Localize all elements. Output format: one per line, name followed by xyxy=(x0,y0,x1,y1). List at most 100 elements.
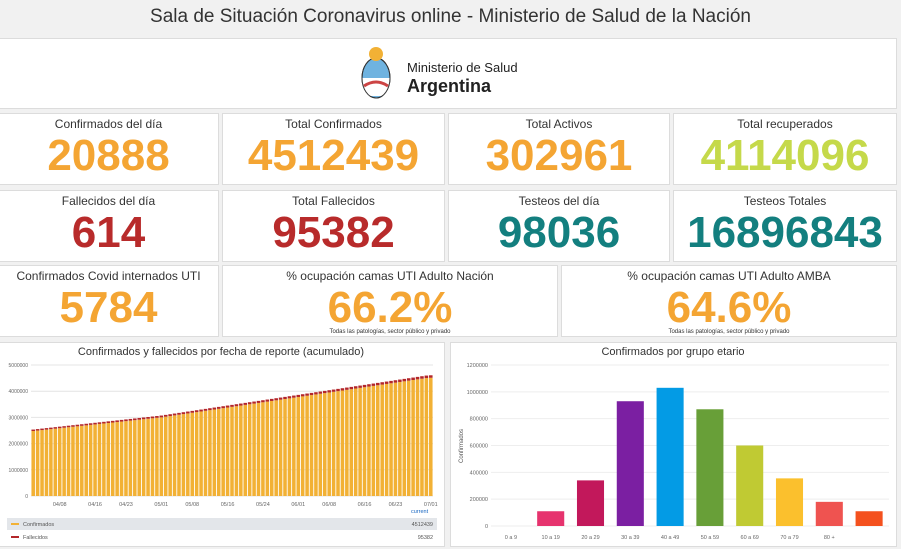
bar-segment xyxy=(102,421,106,424)
bar-segment xyxy=(415,376,420,380)
bar-segment xyxy=(190,412,195,496)
y-tick-label: 2000000 xyxy=(9,442,29,448)
bar-segment xyxy=(44,428,49,430)
kpi-label: % ocupación camas UTI Adulto AMBA xyxy=(627,269,831,283)
bar-segment xyxy=(318,393,323,496)
bar xyxy=(576,480,605,526)
bar-segment xyxy=(398,379,402,382)
kpi-label: Total Confirmados xyxy=(285,117,382,131)
bar-segment xyxy=(287,396,292,399)
bar-segment xyxy=(84,425,88,496)
bar-segment xyxy=(239,405,243,496)
x-tick-label: 0 a 9 xyxy=(505,535,517,541)
bar-segment xyxy=(203,408,208,411)
bar-segment xyxy=(216,406,221,409)
bar-segment xyxy=(362,387,367,496)
y-tick-label: 1000000 xyxy=(467,390,488,396)
bar-segment xyxy=(44,429,49,496)
bar-segment xyxy=(221,406,225,409)
kpi-label: Confirmados del día xyxy=(54,117,163,131)
bar-segment xyxy=(57,426,62,429)
kpi-card: Confirmados Covid internados UTI 5784 xyxy=(0,265,219,337)
x-tick-label: 06/01 xyxy=(291,502,305,508)
kpi-value: 302961 xyxy=(485,131,633,180)
kpi-card: Testeos del día 98036 xyxy=(448,190,670,262)
bar xyxy=(696,409,724,526)
kpi-card: Testeos Totales 16896843 xyxy=(673,190,897,262)
bar-segment xyxy=(150,416,155,419)
bar-segment xyxy=(119,419,124,422)
bar-segment xyxy=(146,418,150,496)
bar-segment xyxy=(93,424,97,496)
kpi-value: 614 xyxy=(71,208,146,257)
bar-segment xyxy=(88,424,93,496)
kpi-value: 66.2% xyxy=(327,283,453,332)
bar-segment xyxy=(172,413,177,416)
bar-segment xyxy=(234,406,239,496)
x-tick-label: 10 a 19 xyxy=(542,535,560,541)
bar-segment xyxy=(216,408,221,496)
bar-segment xyxy=(84,423,88,426)
legend-label: Confirmados xyxy=(23,522,54,528)
kpi-label: Testeos Totales xyxy=(743,194,827,208)
bar-segment xyxy=(133,420,137,496)
x-tick-label: 05/24 xyxy=(256,502,270,508)
bar-segment xyxy=(420,376,424,379)
bar-segment xyxy=(274,398,278,401)
bar-segment xyxy=(327,390,331,393)
bar-segment xyxy=(141,419,146,496)
bar-segment xyxy=(353,386,358,389)
kpi-value: 5784 xyxy=(59,283,158,332)
bar-segment xyxy=(181,412,186,415)
x-tick-label: 05/16 xyxy=(221,502,235,508)
bar-segment xyxy=(177,412,181,415)
bar-segment xyxy=(261,402,265,496)
logo-line2: Argentina xyxy=(407,76,492,96)
bar xyxy=(736,445,764,526)
bar-segment xyxy=(225,405,230,408)
bar-segment xyxy=(340,388,345,391)
bar-segment xyxy=(40,430,44,496)
bar-segment xyxy=(252,403,256,496)
bar-segment xyxy=(420,378,424,496)
bar-segment xyxy=(88,423,93,425)
bar-segment xyxy=(429,377,433,496)
kpi-note: Todas las patologías, sector público y p… xyxy=(329,329,451,335)
bar-segment xyxy=(371,385,376,496)
bar-segment xyxy=(194,410,199,413)
bar-segment xyxy=(256,400,261,403)
bar xyxy=(855,511,883,526)
bar-segment xyxy=(208,410,212,496)
bar-segment xyxy=(66,425,71,428)
bar-segment xyxy=(80,424,84,426)
kpi-label: Confirmados Covid internados UTI xyxy=(16,269,201,283)
bar-segment xyxy=(190,410,195,413)
bar-segment xyxy=(66,427,71,496)
bar-segment xyxy=(331,391,336,496)
bar-segment xyxy=(411,377,415,381)
bar-segment xyxy=(393,382,398,496)
bar-segment xyxy=(384,381,389,384)
bar-segment xyxy=(243,404,248,496)
bar-segment xyxy=(199,409,203,412)
bar-segment xyxy=(269,398,274,401)
bar-segment xyxy=(376,382,380,386)
bar-segment xyxy=(124,421,128,496)
bar-segment xyxy=(124,419,128,422)
legend-swatch xyxy=(11,523,19,525)
kpi-value: 4512439 xyxy=(247,131,420,180)
x-tick-label: 50 a 59 xyxy=(701,535,719,541)
bar-segment xyxy=(349,386,354,390)
bar-segment xyxy=(186,411,190,414)
bar-segment xyxy=(97,422,102,424)
bar-segment xyxy=(424,378,429,496)
bar-segment xyxy=(323,390,327,394)
y-tick-label: 3000000 xyxy=(9,415,29,421)
bar-segment xyxy=(314,394,318,496)
bar-segment xyxy=(398,381,402,496)
bar-segment xyxy=(384,383,389,496)
bar-segment xyxy=(269,400,274,496)
kpi-label: Total Activos xyxy=(525,117,593,131)
bar-segment xyxy=(371,383,376,386)
